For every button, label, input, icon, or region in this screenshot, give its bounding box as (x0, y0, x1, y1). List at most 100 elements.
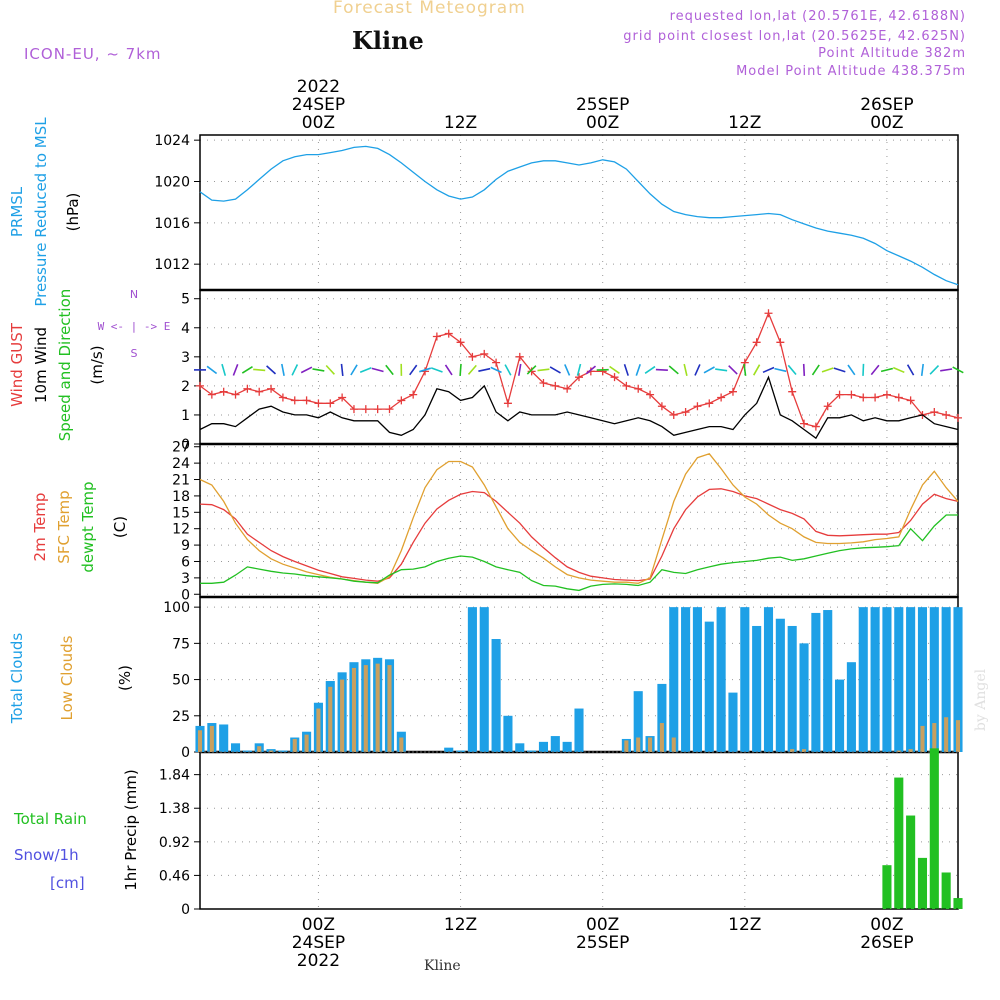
total-cloud-bar (278, 750, 288, 752)
total-cloud-bar (823, 610, 833, 752)
total-cloud-bar (444, 747, 454, 752)
total-cloud-bar (870, 607, 880, 752)
gust-marker (361, 405, 370, 414)
low-cloud-bar (671, 737, 676, 752)
wind-direction-arrow (929, 365, 940, 375)
wind-ytick-label: 5 (181, 292, 190, 308)
gust-marker (811, 422, 820, 431)
pressure-frame (199, 134, 959, 291)
gust-marker (515, 352, 524, 361)
gust-marker (196, 381, 204, 390)
total-cloud-bar (882, 607, 892, 752)
pressure-ytick-label: 1012 (154, 257, 190, 273)
gust-marker (823, 402, 832, 411)
wind-direction-arrow (870, 364, 880, 376)
compass-west-east: W <- | -> E (98, 320, 171, 333)
gust-marker (752, 338, 761, 347)
wind-direction-arrow (518, 363, 522, 376)
wind-direction-arrow (802, 363, 806, 376)
total-cloud-bar (692, 607, 702, 752)
total-cloud-bar (929, 607, 939, 752)
wind-ytick-label: 1 (181, 408, 190, 424)
precip-bar (882, 865, 892, 909)
gust-marker (492, 358, 501, 367)
gust-marker (847, 390, 856, 399)
pressure-line (199, 145, 959, 286)
wind-direction-arrow (703, 366, 715, 374)
gust-marker (800, 419, 809, 428)
temp-label: 2m Temp (31, 493, 49, 562)
gust-marker (207, 390, 216, 399)
total-cloud-bar (716, 607, 726, 752)
precip-bar (917, 857, 928, 909)
temp-ytick-label: 9 (181, 538, 190, 554)
total-cloud-bar (681, 607, 691, 752)
temp-label: SFC Temp (55, 490, 73, 563)
bottom-time-label: 24SEP (292, 933, 345, 953)
wind-direction-arrow (253, 368, 266, 372)
wind-direction-arrow (623, 363, 629, 376)
wind-direction-arrow (655, 368, 668, 371)
total-cloud-bar (491, 639, 501, 752)
gust-marker (267, 384, 276, 393)
station-name: Kline (352, 26, 424, 55)
pressure-ytick-label: 1016 (154, 216, 190, 232)
temp-ytick-label: 27 (172, 440, 190, 456)
wind-direction-arrow (787, 364, 797, 376)
total-cloud-bar (917, 607, 928, 752)
top-time-label: 24SEP (292, 95, 345, 115)
gust-marker (871, 393, 880, 402)
temp-ytick-label: 21 (172, 473, 190, 489)
gust-marker (503, 399, 512, 408)
wind-direction-arrow (906, 364, 915, 376)
wind-direction-arrow (490, 366, 502, 374)
wind-direction-arrow (892, 366, 905, 374)
pressure-unit: (hPa) (64, 193, 82, 232)
low-cloud-bar (257, 746, 262, 752)
pressure-ytick-label: 1024 (154, 133, 190, 149)
precip-ytick-label: 1.38 (159, 801, 190, 817)
gust-marker (551, 381, 560, 390)
wind-direction-arrow (564, 364, 571, 376)
gust-marker (409, 390, 418, 399)
wind-direction-arrow (862, 363, 865, 376)
wind-unit: (m/s) (88, 345, 106, 384)
footer-station: Kline (424, 958, 461, 974)
gust-marker (456, 338, 465, 347)
low-cloud-bar (944, 717, 949, 752)
wind-direction-arrow (459, 363, 462, 376)
low-cloud-bar (340, 679, 345, 752)
wind-direction-arrow (359, 366, 372, 373)
wind-direction-arrow (232, 364, 239, 376)
gust-marker (444, 329, 453, 338)
low-cloud-bar (316, 708, 321, 752)
total-cloud-bar (538, 741, 549, 752)
clouds-ytick-label: 50 (172, 673, 190, 689)
total-cloud-bar (479, 607, 489, 752)
precip-ytick-label: 1.84 (159, 768, 190, 784)
gust-marker (788, 387, 797, 396)
temp-ytick-label: 24 (172, 456, 190, 472)
gust-marker (693, 402, 702, 411)
wind-direction-arrow (549, 366, 561, 374)
total-cloud-bar (763, 607, 774, 752)
precip-ytick-label: 0.46 (159, 868, 190, 884)
total-cloud-bar (574, 708, 584, 752)
top-time-label: 12Z (444, 113, 477, 133)
low-cloud-bar (920, 725, 925, 752)
wind-direction-arrow (576, 363, 582, 376)
total-cloud-bar (811, 612, 821, 752)
precip-bars (200, 748, 963, 910)
precip-bar (953, 898, 963, 909)
gust-marker (326, 399, 335, 408)
temp-label: dewpt Temp (79, 481, 97, 572)
gust-marker (338, 393, 347, 402)
wind-direction-arrow (762, 366, 775, 374)
top-time-label: 00Z (302, 113, 335, 133)
low-cloud-bar (387, 665, 392, 752)
low-cloud-bar (790, 749, 795, 752)
wind-direction-arrow (683, 363, 688, 376)
t2m-line (199, 488, 959, 582)
low-cloud-bar (269, 750, 274, 752)
